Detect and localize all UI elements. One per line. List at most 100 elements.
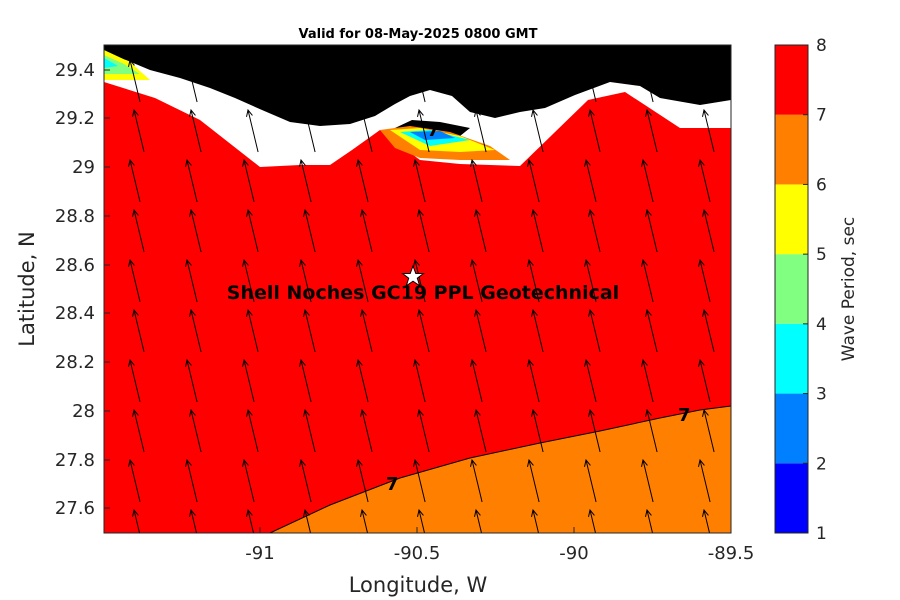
wave-direction-arrow — [242, 358, 255, 403]
wave-direction-arrow — [527, 458, 540, 503]
wave-direction-arrow — [356, 158, 369, 203]
wave-direction-arrow — [584, 158, 597, 203]
wave-direction-arrow — [128, 158, 141, 203]
coastline-land — [104, 45, 731, 126]
wave-direction-arrow — [698, 58, 711, 103]
colorbar-bands — [775, 45, 808, 533]
nearshore-band-west-3 — [104, 58, 118, 68]
wave-direction-arrow — [132, 508, 141, 533]
x-tick-label: -91 — [245, 543, 274, 564]
colorbar-band — [775, 323, 808, 394]
wave-direction-arrow — [417, 508, 426, 533]
y-tick-label: 29.4 — [55, 60, 95, 81]
wave-direction-arrow — [584, 458, 597, 503]
y-tick-label: 29 — [72, 157, 95, 178]
x-axis: -91 -90.5 -90 -89.5 Longitude, W — [245, 527, 754, 597]
colorbar-label: Wave Period, sec — [839, 217, 859, 362]
wave-direction-arrow — [303, 508, 312, 533]
barrier-island — [150, 88, 215, 108]
wave-direction-arrow — [246, 408, 259, 453]
wave-direction-arrow — [470, 358, 483, 403]
wave-direction-arrow — [246, 308, 259, 353]
wave-direction-arrow — [242, 258, 255, 303]
wave-direction-arrow — [584, 358, 597, 403]
wave-direction-arrow — [185, 158, 198, 203]
wave-direction-arrow — [356, 458, 369, 503]
y-tick-label: 28.4 — [55, 303, 95, 324]
colorbar-tick-label: 5 — [816, 245, 827, 265]
wave-direction-arrow — [702, 308, 715, 353]
wave-direction-arrow — [645, 408, 658, 453]
wave-direction-arrow — [531, 308, 544, 353]
wave-direction-arrow — [698, 258, 711, 303]
wave-direction-arrow — [645, 208, 658, 253]
wave-direction-arrow — [470, 258, 483, 303]
wave-direction-arrow — [417, 408, 430, 453]
wave-direction-arrow — [189, 108, 202, 153]
wave-direction-arrow — [531, 408, 544, 453]
colorbar-ticks: 1 2 3 4 5 6 7 8 — [803, 36, 827, 544]
wave-direction-arrows — [128, 58, 715, 533]
y-tick-label: 28.2 — [55, 352, 95, 373]
contour-label: 7 — [386, 474, 399, 495]
wave-direction-arrow — [588, 308, 601, 353]
wave-direction-arrow — [417, 108, 430, 153]
wave-direction-arrow — [132, 108, 145, 153]
y-tick-label: 27.8 — [55, 450, 95, 471]
wave-direction-arrow — [527, 358, 540, 403]
wave-direction-arrow — [132, 308, 145, 353]
y-tick-label: 28.6 — [55, 255, 95, 276]
wave-direction-arrow — [645, 308, 658, 353]
wave-direction-arrow — [702, 208, 715, 253]
plot-area — [104, 45, 731, 533]
wave-direction-arrow — [417, 308, 430, 353]
wave-direction-arrow — [584, 58, 597, 103]
wave-direction-arrow — [132, 408, 145, 453]
wave-direction-arrow — [189, 508, 198, 533]
contour-label: 7 — [678, 405, 691, 426]
wave-direction-arrow — [413, 158, 426, 203]
wave-direction-arrow — [356, 58, 369, 103]
map-title: Valid for 08-May-2025 0800 GMT — [299, 27, 538, 42]
wave-direction-arrow — [588, 208, 601, 253]
wave-direction-arrow — [189, 408, 202, 453]
wave-direction-arrow — [185, 258, 198, 303]
wave-direction-arrow — [641, 358, 654, 403]
wave-direction-arrow — [702, 408, 715, 453]
wave-direction-arrow — [303, 208, 316, 253]
wave-direction-arrow — [413, 58, 426, 103]
wave-direction-arrow — [242, 158, 255, 203]
colorbar-band — [775, 184, 808, 255]
wave-direction-arrow — [356, 258, 369, 303]
wave-direction-arrow — [474, 108, 487, 153]
wave-direction-arrow — [527, 158, 540, 203]
wave-direction-arrow — [531, 108, 544, 153]
wave-direction-arrow — [185, 358, 198, 403]
colorbar-tick-label: 2 — [816, 454, 827, 474]
x-axis-label: Longitude, W — [349, 573, 488, 597]
wave-direction-arrow — [584, 258, 597, 303]
x-tick-label: -90 — [559, 543, 588, 564]
wave-direction-arrow — [474, 308, 487, 353]
contour-7-line — [269, 405, 731, 533]
wave-direction-arrow — [698, 358, 711, 403]
wave-direction-arrow — [474, 408, 487, 453]
wave-direction-arrow — [641, 258, 654, 303]
wave-direction-arrow — [531, 208, 544, 253]
colorbar-tick-label: 6 — [816, 175, 827, 195]
wave-direction-arrow — [128, 358, 141, 403]
wave-direction-arrow — [128, 58, 141, 103]
wave-direction-arrow — [242, 458, 255, 503]
wave-direction-arrow — [303, 108, 316, 153]
wave-direction-arrow — [527, 58, 540, 103]
y-axis-label: Latitude, N — [15, 231, 39, 347]
colorbar: 1 2 3 4 5 6 7 8 Wave Period, sec — [774, 36, 859, 544]
colorbar-tick-label: 7 — [816, 106, 827, 126]
colorbar-tick-label: 3 — [816, 385, 827, 405]
nearshore-band-west-2 — [104, 55, 140, 74]
wave-direction-arrow — [128, 458, 141, 503]
wave-direction-arrow — [698, 458, 711, 503]
wave-direction-arrow — [470, 458, 483, 503]
wave-direction-arrow — [360, 408, 373, 453]
wave-direction-arrow — [413, 358, 426, 403]
